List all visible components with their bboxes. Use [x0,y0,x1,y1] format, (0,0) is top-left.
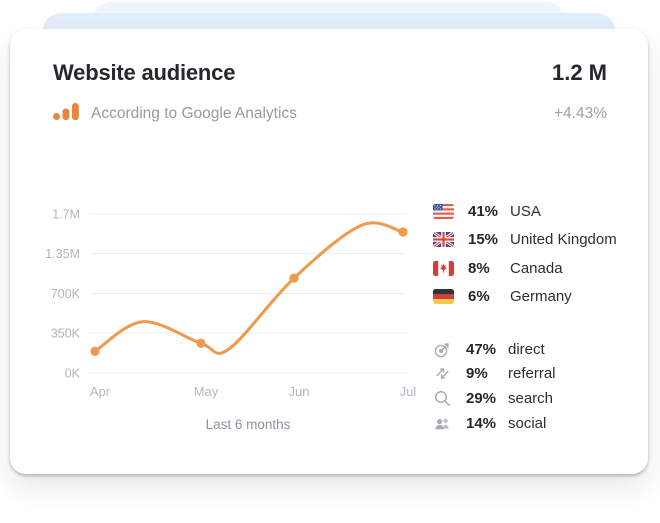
country-row-percent: 41% [468,202,499,220]
search-icon [433,389,452,408]
change-percentage: +4.43% [553,105,607,122]
uk-flag-icon [433,232,454,248]
traffic-source-row-percent: 47% [466,340,497,358]
country-row-label: Canada [510,259,563,277]
x-axis-tick-label: May [194,384,219,399]
traffic-source-row: 9% referral [433,362,638,387]
y-axis-tick-label: 350K [51,327,81,341]
country-row-percent: 15% [468,231,499,249]
google-analytics-logo-icon [53,103,79,125]
traffic-source-row-percent: 14% [466,414,497,432]
usa-flag-icon [433,203,454,219]
audience-line-path [93,221,405,355]
data-point-marker [90,346,100,356]
x-axis-tick-label: Apr [90,384,111,399]
data-source-caption: According to Google Analytics [91,105,297,122]
social-users-icon [433,414,452,433]
data-point-marker [289,273,299,283]
country-row-percent: 6% [468,288,490,306]
country-row-label: Germany [510,288,572,306]
audience-line-chart: 0K 350K 700K 1.35M 1.7M Apr May Jun Jul Last 6 mo… [40,195,422,445]
card-header: Website audience 1.2 M According to Goog… [10,29,648,125]
traffic-source-row-label: social [508,414,547,432]
country-row-percent: 8% [468,259,490,277]
target-icon [433,340,452,359]
line-chart-svg: 0K 350K 700K 1.35M 1.7M Apr May Jun Jul Last 6 mo… [45,208,417,433]
y-axis-tick-label: 1.35M [45,247,80,261]
country-row: 41% USA [433,197,638,226]
traffic-source-row: 47% direct [433,337,638,362]
traffic-source-row: 14% social [433,411,638,436]
card-title: Website audience [53,60,236,85]
traffic-sources-list: 47% direct 9% referral 29% search 14% social [433,337,638,435]
website-audience-card: Website audience 1.2 M According to Goog… [10,29,648,474]
y-axis-tick-label: 0K [65,367,81,381]
y-axis-tick-label: 1.7M [52,208,80,222]
data-point-marker [196,338,206,348]
x-axis-tick-label: Jul [400,384,417,399]
canada-flag-icon [433,260,454,276]
traffic-source-row-label: search [508,389,554,407]
data-point-marker [398,227,408,237]
country-row: 6% Germany [433,283,638,312]
country-row-label: United Kingdom [510,231,617,249]
country-row: 8% Canada [433,254,638,283]
traffic-source-row-label: referral [508,365,556,383]
country-row: 15% United Kingdom [433,226,638,255]
traffic-source-row-percent: 29% [466,389,497,407]
audience-total-value: 1.2 M [551,60,607,85]
traffic-source-row-label: direct [508,340,545,358]
y-axis-tick-label: 700K [51,287,81,301]
countries-list: 41% USA 15% United Kingdom 8% Canada 6% Germany [433,197,638,311]
germany-flag-icon [433,289,454,305]
country-row-label: USA [510,202,541,220]
traffic-source-row: 29% search [433,386,638,411]
x-axis-tick-label: Jun [289,384,310,399]
chart-caption: Last 6 months [206,417,291,432]
traffic-source-row-percent: 9% [466,365,488,383]
audience-breakdown-legend: 41% USA 15% United Kingdom 8% Canada 6% Germany… [433,197,638,435]
referral-arrows-icon [433,364,452,383]
